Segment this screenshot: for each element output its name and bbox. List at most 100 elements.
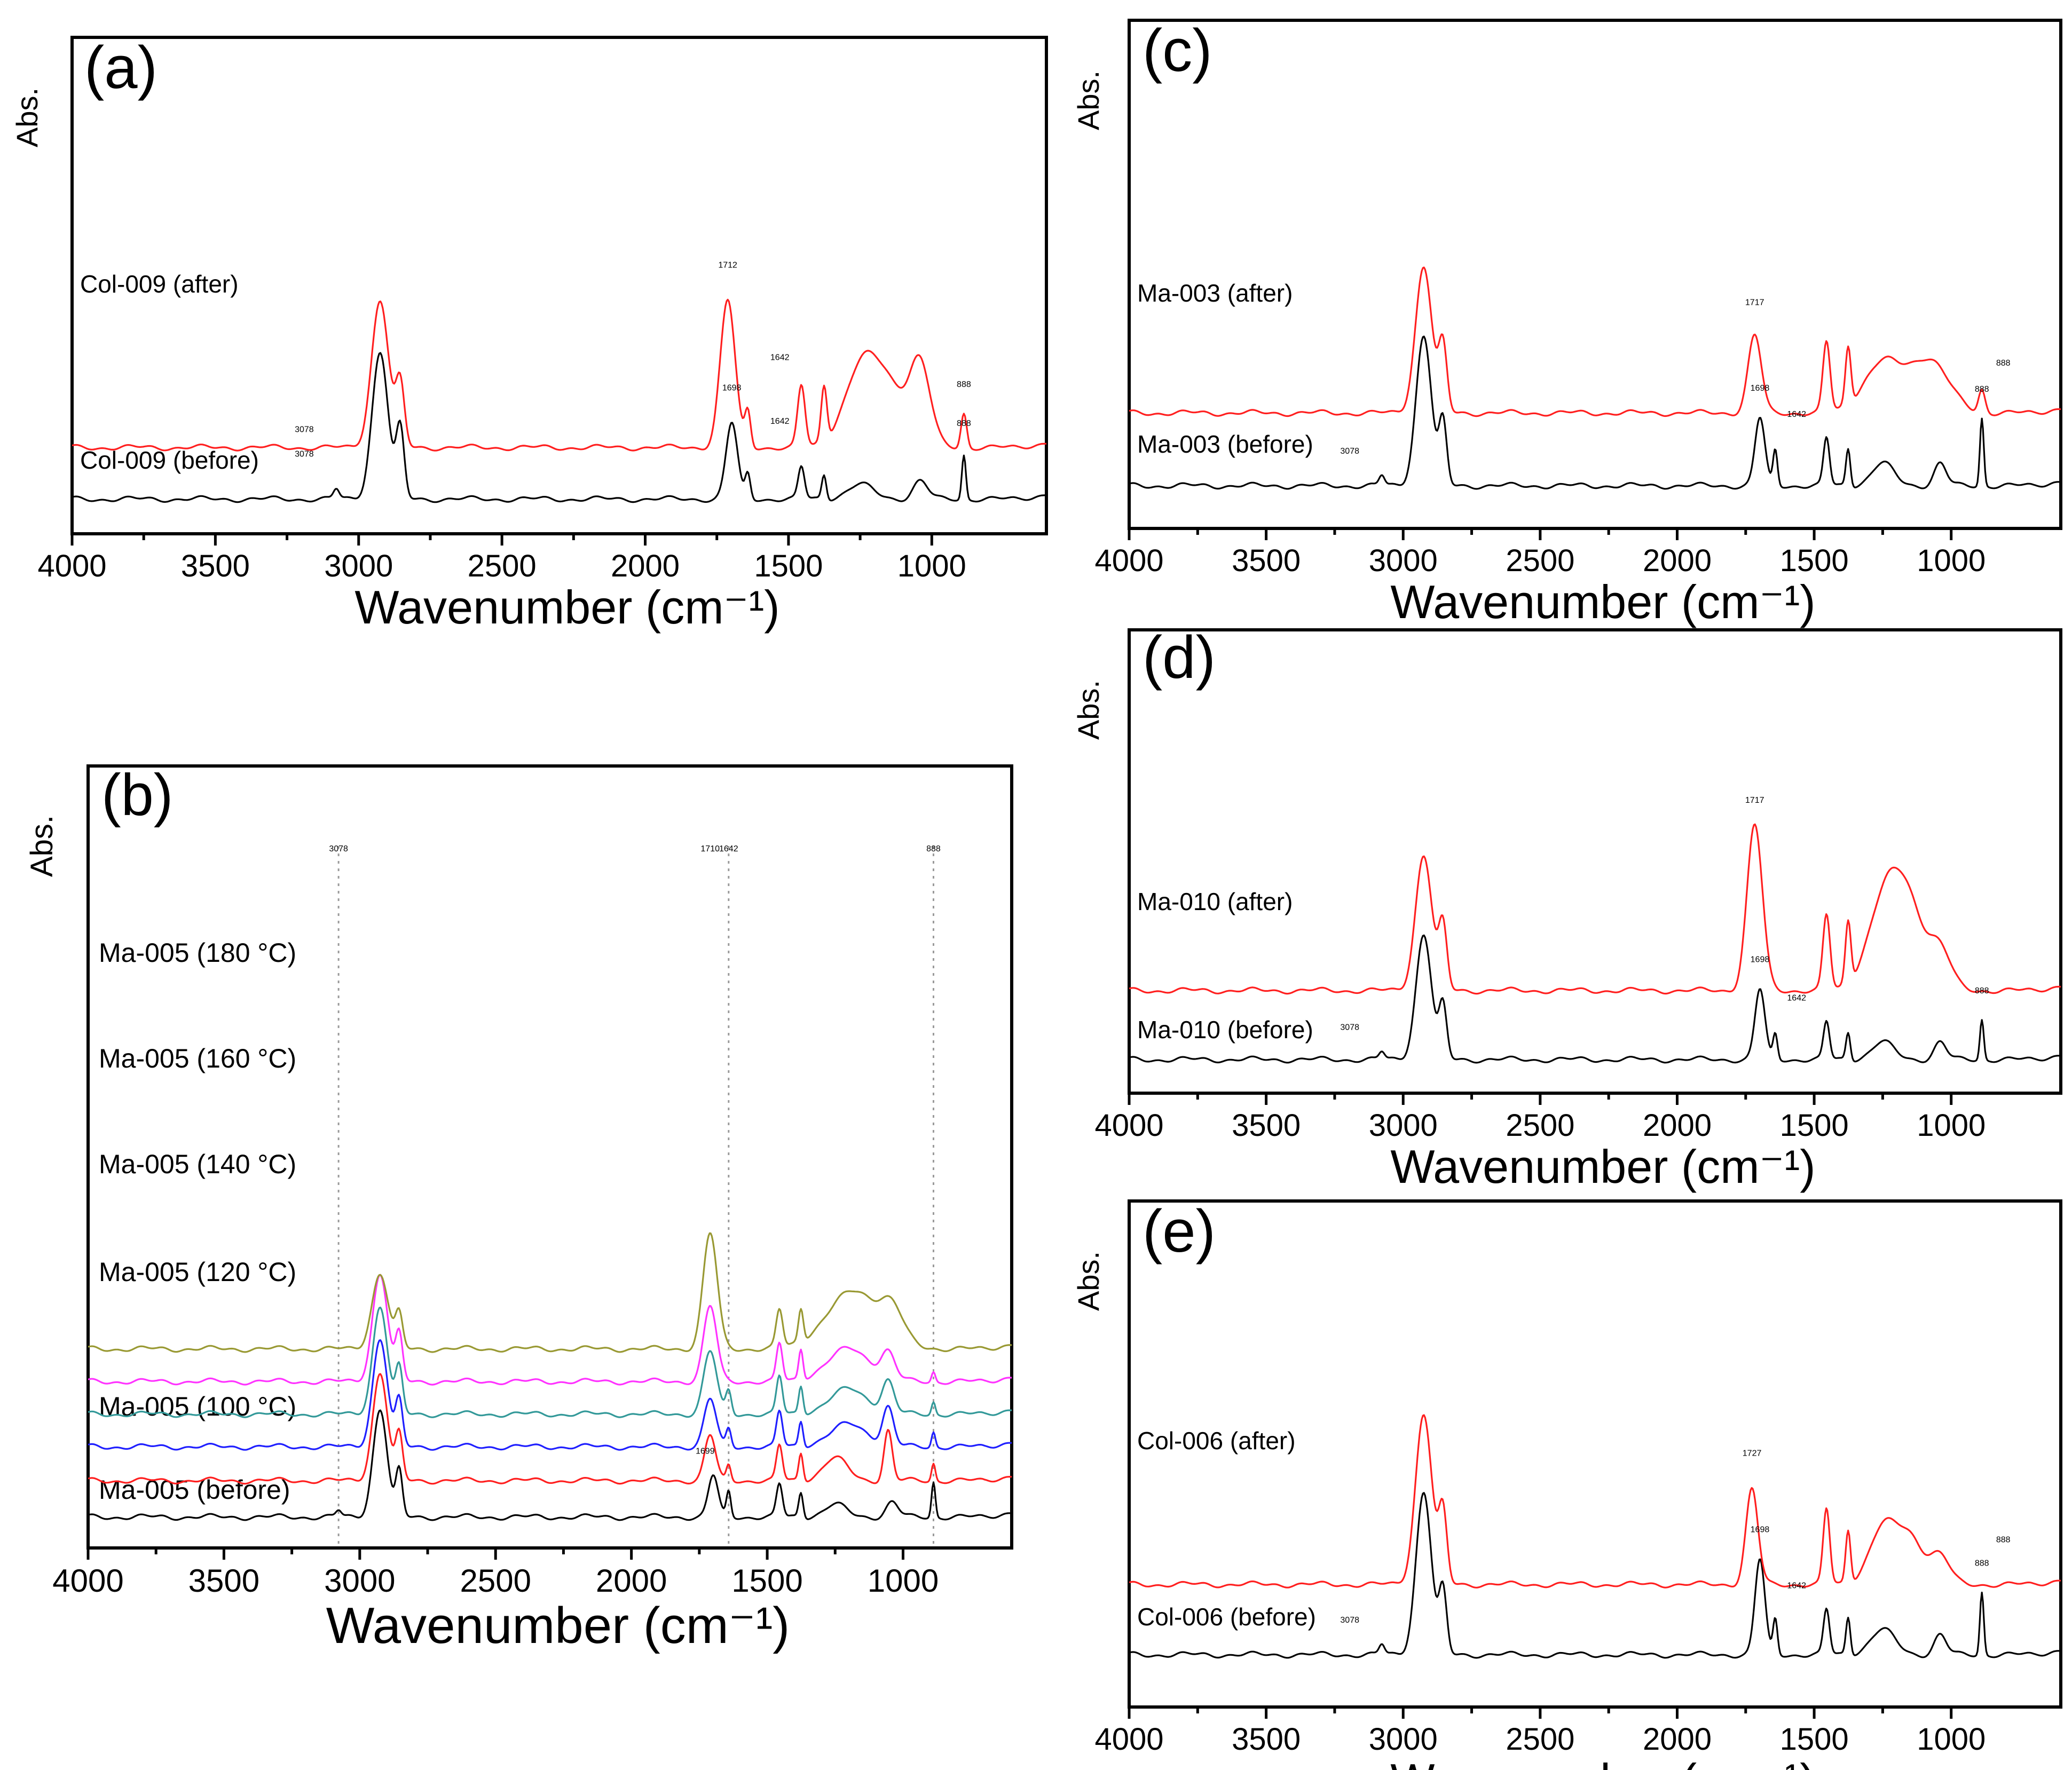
peak-annotation: 3078 [295, 425, 314, 434]
peak-annotation: 1710 [700, 844, 720, 854]
series-label: Ma-005 (140 °C) [99, 1149, 296, 1179]
peak-annotation: 3078 [295, 449, 314, 459]
series-label: Ma-005 (120 °C) [99, 1257, 296, 1287]
peak-annotation: 3078 [329, 844, 348, 854]
peak-annotation: 888 [957, 419, 971, 428]
peak-annotation: 3078 [1340, 1023, 1359, 1032]
panel-d: 4000 3500 3000 2500 2000 1500 1000 Wavenumber (… [1072, 624, 2062, 1193]
x-tick-label: 1500 [754, 549, 823, 583]
x-tick-label: 2500 [1506, 1722, 1574, 1757]
x-tick-label: 3500 [1232, 543, 1301, 578]
spectrum-b-1 [88, 1373, 1012, 1485]
peak-annotation: 1642 [719, 844, 738, 854]
spectrum-b-2 [88, 1339, 1012, 1451]
spectrum-a-0 [72, 352, 1046, 503]
x-tick-label: 2500 [1506, 1108, 1574, 1143]
x-axis-label: Wavenumber (cm⁻¹) [354, 581, 779, 634]
x-tick-label: 3500 [1232, 1722, 1301, 1757]
x-tick-label: 2500 [460, 1563, 531, 1599]
x-tick-label: 1000 [897, 549, 966, 583]
x-tick-label: 4000 [37, 549, 106, 583]
x-axis-label: Wavenumber (cm⁻¹) [1390, 1140, 1815, 1193]
spectrum-a-1 [72, 298, 1046, 452]
x-tick-label: 2000 [1643, 1108, 1712, 1143]
spectrum-e-0 [1129, 1492, 2061, 1659]
panel-label: (d) [1143, 624, 1216, 691]
y-axis-label: Abs. [10, 88, 44, 147]
peak-annotation: 888 [1975, 385, 1989, 394]
spectrum-d-1 [1129, 823, 2061, 995]
spectrum-b-0 [88, 1409, 1012, 1521]
series-label: Col-009 (before) [80, 446, 259, 474]
x-tick-label: 2000 [1643, 543, 1712, 578]
panel-b: 4000 3500 3000 2500 2000 1500 1000 Wavenumber (… [25, 762, 1013, 1654]
peak-annotation: 888 [1996, 359, 2011, 368]
x-tick-label: 1500 [1780, 543, 1849, 578]
x-tick-label: 1000 [1917, 1108, 1986, 1143]
series-label: Col-006 (after) [1137, 1427, 1296, 1455]
y-axis-label: Abs. [1072, 1251, 1105, 1311]
peak-annotation: 888 [1996, 1535, 2011, 1544]
x-tick-label: 3000 [324, 549, 393, 583]
series-label: Col-006 (before) [1137, 1603, 1316, 1631]
x-axis-label: Wavenumber (cm⁻¹) [326, 1597, 790, 1654]
peak-annotation: 1642 [1787, 994, 1806, 1003]
peak-annotation: 3078 [1340, 1616, 1359, 1625]
peak-annotation: 1699 [696, 1447, 715, 1456]
x-tick-label: 1500 [731, 1563, 802, 1599]
peak-annotation: 1698 [1751, 1525, 1770, 1534]
x-tick-label: 1000 [868, 1563, 939, 1599]
peak-annotation: 888 [1975, 1559, 1989, 1568]
peak-annotation: 1642 [770, 353, 790, 362]
plot-frame [1128, 1199, 2062, 1709]
x-tick-label: 2500 [1506, 543, 1574, 578]
peak-annotation: 1727 [1743, 1449, 1762, 1458]
y-axis-label: Abs. [25, 815, 59, 877]
panel-a: 4000 3500 3000 2500 2000 1500 1000 Wavenumber (… [10, 34, 1048, 634]
panel-e: 4000 3500 3000 2500 2000 1500 1000 Wavenumber (… [1072, 1198, 2062, 1770]
peak-annotation: 1698 [1751, 384, 1770, 393]
series-label: Col-009 (after) [80, 270, 239, 298]
spectrum-e-1 [1129, 1414, 2061, 1589]
panel-label: (b) [101, 762, 173, 828]
x-tick-label: 3000 [1369, 543, 1438, 578]
spectrum-b-5 [88, 1232, 1012, 1353]
x-tick-label: 4000 [52, 1563, 123, 1599]
x-axis-label: Wavenumber (cm⁻¹) [1390, 575, 1815, 628]
x-tick-label: 2000 [1643, 1722, 1712, 1757]
plot-frame [86, 764, 1013, 1550]
x-tick-label: 3000 [324, 1563, 395, 1599]
series-label: Ma-005 (100 °C) [99, 1392, 296, 1421]
x-tick-label: 4000 [1094, 1722, 1163, 1757]
peak-annotation: 3078 [1340, 447, 1359, 456]
series-label: Ma-005 (160 °C) [99, 1044, 296, 1073]
x-tick-label: 3000 [1369, 1722, 1438, 1757]
x-tick-label: 4000 [1094, 1108, 1163, 1143]
plot-frame [70, 36, 1048, 535]
spectrum-d-0 [1129, 934, 2061, 1064]
plot-frame [1128, 19, 2062, 530]
x-tick-label: 1000 [1917, 1722, 1986, 1757]
series-label: Ma-010 (before) [1137, 1016, 1313, 1044]
peak-annotation: 1642 [1787, 410, 1806, 419]
series-label: Ma-010 (after) [1137, 888, 1293, 915]
peak-annotation: 1642 [1787, 1581, 1806, 1590]
x-tick-label: 1500 [1780, 1108, 1849, 1143]
x-tick-label: 2000 [611, 549, 680, 583]
panel-label: (c) [1143, 17, 1212, 84]
x-tick-label: 1500 [1780, 1722, 1849, 1757]
peak-annotation: 1698 [1751, 955, 1770, 964]
spectrum-c-0 [1129, 335, 2061, 490]
x-tick-label: 3500 [188, 1563, 259, 1599]
x-tick-label: 2000 [596, 1563, 667, 1599]
series-label: Ma-005 (180 °C) [99, 938, 296, 968]
y-axis-label: Abs. [1072, 680, 1105, 740]
peak-annotation: 1717 [1745, 796, 1764, 805]
panel-c: 4000 3500 3000 2500 2000 1500 1000 Wavenumber (… [1072, 17, 2062, 628]
peak-annotation: 888 [957, 380, 971, 389]
plot-frame [1128, 628, 2062, 1095]
panel-label: (a) [84, 34, 157, 101]
peak-annotation: 1642 [770, 417, 790, 426]
x-tick-label: 3000 [1369, 1108, 1438, 1143]
